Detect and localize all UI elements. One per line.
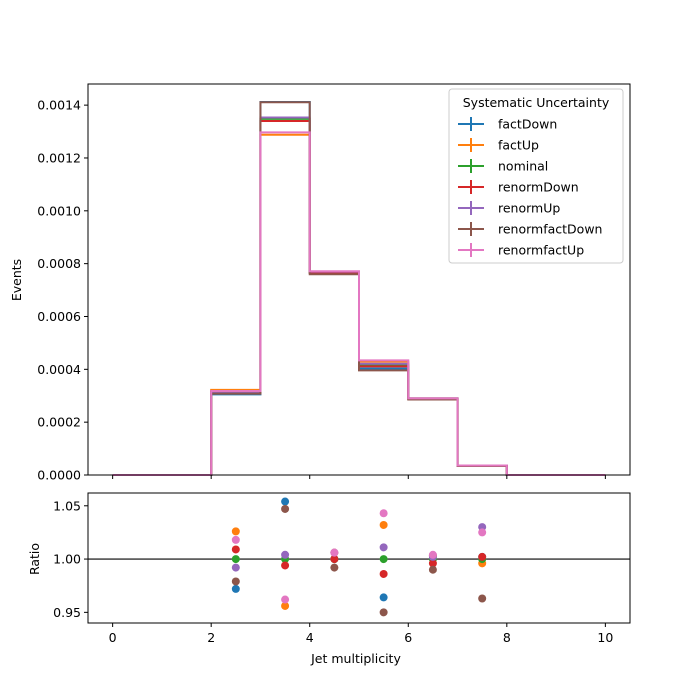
- main-y-tick-label-5: 0.0010: [37, 203, 81, 218]
- main-y-tick-label-2: 0.0004: [37, 362, 81, 377]
- main-axes-frame: [87, 83, 631, 476]
- ratio-series-renormfactDown: [231, 504, 487, 617]
- main-panel: 0.0000 0.0002 0.0004 0.0006 0.0008 0.0010 0.00…: [9, 83, 631, 483]
- ratio-point-factUp-1: [281, 601, 290, 610]
- ratio-point-renormfactDown-2: [330, 563, 339, 572]
- ratio-point-factUp-3: [379, 520, 388, 529]
- main-y-ticks: 0.0000 0.0002 0.0004 0.0006 0.0008 0.0010 0.00…: [37, 98, 88, 483]
- ratio-point-nominal-0: [231, 555, 240, 564]
- ratio-x-axis-label: Jet multiplicity: [310, 651, 401, 666]
- ratio-point-renormDown-4: [428, 559, 437, 568]
- legend-entry-factDown: factDown: [458, 117, 557, 132]
- histogram-series-renormfactUp: [112, 131, 606, 476]
- legend-label-renormfactDown: renormfactDown: [498, 222, 602, 237]
- main-y-tick-label-4: 0.0008: [37, 256, 81, 271]
- ratio-point-factDown-0: [231, 584, 240, 593]
- ratio-point-renormDown-2: [330, 555, 339, 564]
- ratio-point-renormfactDown-3: [379, 608, 388, 617]
- ratio-y-tick-label-1: 1.00: [53, 552, 81, 567]
- legend: Systematic Uncertainty factDown factUp nom…: [448, 88, 624, 264]
- ratio-x-ticks: 0 2 4 6 8 10: [109, 623, 613, 645]
- legend-entries: factDown factUp nominal renormDown renormUp r…: [458, 117, 602, 258]
- ratio-point-renormUp-3: [379, 543, 388, 552]
- ratio-point-factUp-0: [231, 527, 240, 536]
- ratio-point-renormfactUp-0: [231, 535, 240, 544]
- legend-label-factDown: factDown: [498, 117, 557, 132]
- ratio-point-renormfactUp-4: [428, 550, 437, 559]
- ratio-axes-frame: [87, 492, 631, 624]
- ratio-series-renormDown: [231, 545, 487, 578]
- ratio-point-renormDown-1: [281, 561, 290, 570]
- ratio-x-tick-label-2: 2: [207, 630, 215, 645]
- ratio-panel: 0 2 4 6 8 10 0.95 1.00 1.05 Jet multiplicity Ra…: [27, 492, 631, 666]
- legend-box: [448, 88, 624, 264]
- legend-label-renormUp: renormUp: [498, 201, 560, 216]
- ratio-point-factDown-3: [379, 593, 388, 602]
- legend-title: Systematic Uncertainty: [463, 95, 610, 110]
- main-y-tick-label-0: 0.0000: [37, 468, 81, 483]
- ratio-point-renormfactUp-3: [379, 509, 388, 518]
- ratio-point-renormfactDown-1: [281, 504, 290, 513]
- ratio-plot-marks: [88, 497, 630, 617]
- ratio-y-axis-label: Ratio: [27, 543, 42, 575]
- ratio-x-tick-label-10: 10: [597, 630, 613, 645]
- main-y-tick-label-1: 0.0002: [37, 415, 81, 430]
- legend-entry-factUp: factUp: [458, 138, 539, 153]
- ratio-y-tick-label-2: 1.05: [53, 498, 81, 513]
- legend-label-nominal: nominal: [498, 159, 548, 174]
- ratio-x-tick-label-0: 0: [109, 630, 117, 645]
- ratio-series-renormfactUp: [231, 509, 487, 604]
- legend-entry-renormDown: renormDown: [458, 180, 579, 195]
- ratio-x-tick-label-8: 8: [503, 630, 511, 645]
- main-y-tick-label-3: 0.0006: [37, 309, 81, 324]
- main-plot-marks: [112, 100, 606, 476]
- legend-entry-renormfactDown: renormfactDown: [458, 222, 602, 237]
- legend-label-renormfactUp: renormfactUp: [498, 243, 584, 258]
- ratio-point-renormfactUp-5: [478, 528, 487, 537]
- ratio-point-renormUp-1: [281, 550, 290, 559]
- ratio-point-renormDown-3: [379, 569, 388, 578]
- legend-label-factUp: factUp: [498, 138, 539, 153]
- ratio-y-tick-label-0: 0.95: [53, 605, 81, 620]
- main-x-ticks: [112, 475, 606, 479]
- ratio-point-renormfactUp-2: [330, 548, 339, 557]
- ratio-point-renormDown-5: [478, 552, 487, 561]
- legend-label-renormDown: renormDown: [498, 180, 579, 195]
- ratio-point-renormfactUp-1: [281, 595, 290, 604]
- legend-entry-renormUp: renormUp: [458, 201, 560, 216]
- main-y-tick-label-7: 0.0014: [37, 98, 81, 113]
- legend-entry-nominal: nominal: [458, 159, 548, 174]
- legend-entry-renormfactUp: renormfactUp: [458, 243, 584, 258]
- ratio-point-renormfactDown-5: [478, 594, 487, 603]
- ratio-point-renormDown-0: [231, 545, 240, 554]
- ratio-point-renormfactDown-0: [231, 577, 240, 586]
- ratio-point-renormUp-0: [231, 563, 240, 572]
- main-y-tick-label-6: 0.0012: [37, 150, 81, 165]
- main-y-axis-label: Events: [9, 259, 24, 301]
- ratio-point-factDown-1: [281, 497, 290, 506]
- ratio-x-tick-label-6: 6: [404, 630, 412, 645]
- ratio-y-ticks: 0.95 1.00 1.05: [53, 498, 88, 620]
- ratio-x-tick-label-4: 4: [306, 630, 314, 645]
- ratio-point-renormfactDown-4: [428, 565, 437, 574]
- ratio-point-nominal-3: [379, 555, 388, 564]
